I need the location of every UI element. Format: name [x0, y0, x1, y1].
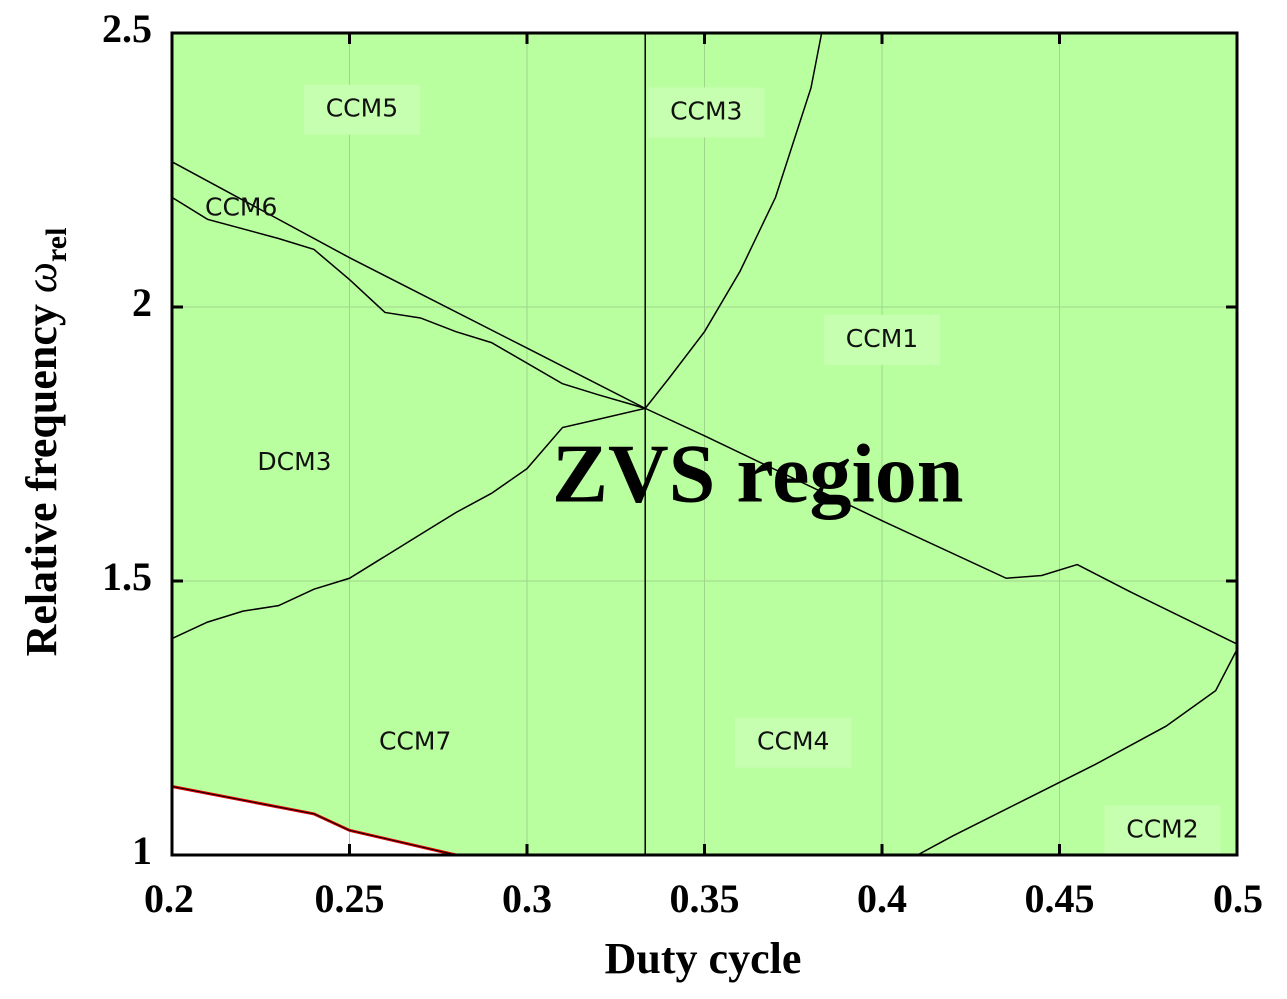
region-label: CCM7 — [379, 727, 451, 756]
x-tick-label: 0.3 — [502, 876, 552, 921]
region-label: CCM5 — [326, 94, 398, 123]
y-axis-title: Relative frequency ωrel — [17, 228, 73, 657]
x-tick-label: 0.4 — [857, 876, 907, 921]
x-tick-label: 0.5 — [1213, 876, 1263, 921]
region-label: CCM6 — [205, 192, 277, 221]
y-axis-symbol: ω — [17, 262, 66, 293]
region-label: CCM2 — [1126, 814, 1198, 843]
boundary-line — [644, 32, 823, 409]
y-axis-ticks: 1 1.5 2 2.5 — [102, 6, 1237, 873]
y-tick-label: 1.5 — [102, 554, 152, 599]
region-label: DCM3 — [257, 447, 331, 476]
x-tick-label: 0.25 — [315, 876, 385, 921]
region-label-bg — [648, 87, 765, 138]
boundary-line — [171, 196, 646, 410]
region-labels: CCM5 CCM3 CCM6 CCM1 DCM3 CCM7 CCM4 CCM2 — [205, 84, 1221, 856]
x-tick-label: 0.35 — [670, 876, 740, 921]
y-axis-title-text: Relative frequency — [17, 304, 66, 656]
region-label-bg — [303, 84, 420, 135]
grid-lines — [172, 33, 1237, 855]
y-tick-label: 2.5 — [102, 6, 152, 51]
y-tick-label: 1 — [132, 828, 152, 873]
x-tick-label: 0.45 — [1025, 876, 1095, 921]
boundary-line — [917, 649, 1238, 856]
x-tick-label: 0.2 — [144, 876, 194, 921]
region-label-bg — [1104, 805, 1221, 856]
x-axis-ticks: 0.2 0.25 0.3 0.35 0.4 0.45 0.5 — [144, 33, 1263, 921]
region-boundaries — [171, 32, 1238, 857]
zvs-boundary-black — [171, 786, 457, 856]
x-axis-title: Duty cycle — [605, 934, 802, 983]
zvs-region-label: ZVS region — [552, 428, 964, 521]
y-tick-label: 2 — [132, 280, 152, 325]
region-label-bg — [824, 314, 940, 365]
region-label: CCM3 — [670, 96, 742, 125]
region-label: CCM1 — [846, 324, 918, 353]
y-axis-subscript: rel — [40, 228, 73, 262]
region-label: CCM4 — [757, 727, 829, 756]
region-label-bg — [735, 717, 852, 768]
boundary-line — [171, 407, 646, 640]
boundary-line — [171, 161, 1238, 645]
